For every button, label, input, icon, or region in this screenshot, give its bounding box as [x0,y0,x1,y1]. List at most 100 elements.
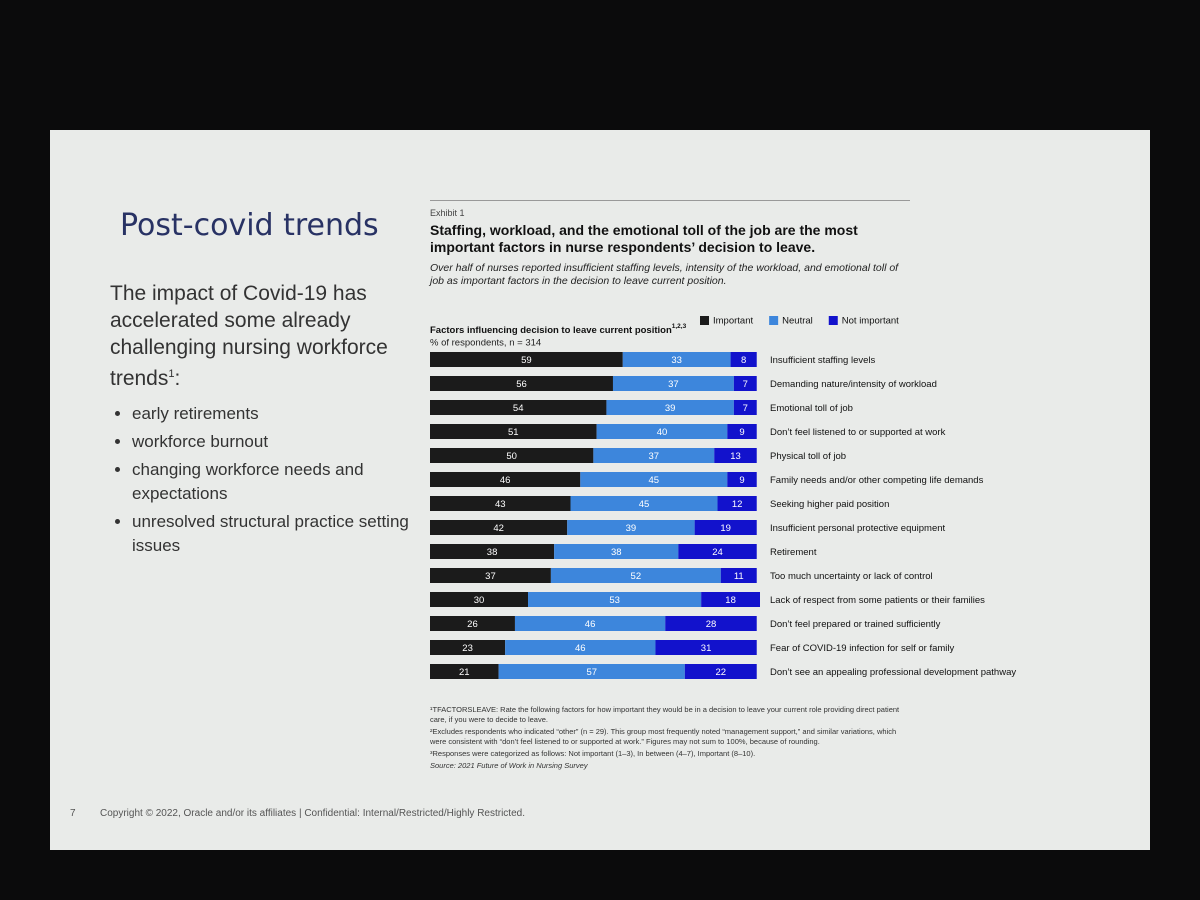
bar-segment [684,664,757,679]
category-label: Lack of respect from some patients or th… [770,595,985,606]
bar-segment [430,616,515,631]
bullet: unresolved structural practice setting i… [132,510,432,558]
footer: Copyright © 2022, Oracle and/or its affi… [100,808,525,819]
bar-segment [430,472,581,487]
category-label: Don’t feel listened to or supported at w… [770,427,946,438]
value-label: 9 [739,475,744,486]
bar-segment [665,616,757,631]
bar-segment [730,352,757,367]
bar-segment [430,664,499,679]
divider [430,200,910,201]
category-label: Retirement [770,547,817,558]
intro: The impact of Covid-19 has accelerated s… [110,280,390,392]
legend-swatch [700,316,709,325]
category-label: Fear of COVID-19 infection for self or f… [770,643,955,654]
bar-segment [622,352,731,367]
bar-segment [430,448,594,463]
category-label: Insufficient personal protective equipme… [770,523,946,534]
category-label: Emotional toll of job [770,403,853,414]
bar-segment [430,520,568,535]
footnote: ³Responses were categorized as follows: … [430,749,756,758]
bar-segment [593,448,715,463]
value-label: 39 [665,403,676,414]
category-label: Too much uncertainty or lack of control [770,571,933,582]
source: Source: 2021 Future of Work in Nursing S… [430,761,588,770]
bar-segment [727,472,757,487]
footnotes: ¹TFACTORSLEAVE: Rate the following facto… [430,705,910,773]
category-label: Demanding nature/intensity of workload [770,379,937,390]
category-label: Seeking higher paid position [770,499,889,510]
bar-segment [550,568,721,583]
bar-segment [570,496,718,511]
slide: Post-covid trends The impact of Covid-19… [50,130,1150,850]
value-label: 46 [585,619,596,630]
value-label: 13 [730,451,741,462]
category-label: Don’t feel prepared or trained sufficien… [770,619,941,630]
bar-segment [701,592,760,607]
value-label: 7 [743,379,748,390]
value-label: 37 [485,571,496,582]
value-label: 46 [575,643,586,654]
value-label: 37 [649,451,660,462]
value-label: 50 [506,451,517,462]
bar-segment [717,496,757,511]
value-label: 28 [706,619,717,630]
value-label: 42 [493,523,504,534]
chart-subtitle: Over half of nurses reported insufficien… [430,262,899,287]
value-label: 52 [631,571,642,582]
value-label: 59 [521,355,532,366]
bar-segment [430,496,571,511]
legend-label: Not important [842,316,899,327]
bar-segment [678,544,757,559]
bar-segment [567,520,695,535]
bar-segment [430,376,613,391]
value-label: 56 [516,379,527,390]
category-label: Family needs and/or other competing life… [770,475,984,486]
value-label: 30 [474,595,485,606]
bar-segment [596,424,728,439]
value-label: 26 [467,619,478,630]
bar-segment [505,640,656,655]
bar-segment [694,520,757,535]
value-label: 45 [639,499,650,510]
value-label: 38 [611,547,622,558]
legend-label: Important [713,316,753,327]
bar-segment [528,592,702,607]
bullet: workforce burnout [132,430,432,454]
value-label: 39 [626,523,637,534]
bar-segment [430,592,529,607]
value-label: 43 [495,499,506,510]
bar-segment [430,424,597,439]
value-label: 33 [671,355,682,366]
chart-label-text: Factors influencing decision to leave cu… [430,325,672,336]
bar-segment [580,472,728,487]
bar-segment [733,400,757,415]
category-label: Physical toll of job [770,451,846,462]
bar-segment [727,424,757,439]
bar-segment [612,376,734,391]
value-label: 51 [508,427,519,438]
chart-title: Staffing, workload, and the emotional to… [430,222,858,255]
chart: Factors influencing decision to leave cu… [430,316,1016,679]
chart-label: Factors influencing decision to leave cu… [430,323,687,336]
value-label: 19 [720,523,731,534]
category-label: Insufficient staffing levels [770,355,876,366]
value-label: 24 [712,547,723,558]
value-label: 40 [657,427,668,438]
category-label: Don’t see an appealing professional deve… [770,667,1016,678]
value-label: 45 [649,475,660,486]
value-label: 23 [462,643,473,654]
bar-segment [733,376,757,391]
units-label: % of respondents, n = 314 [430,338,541,349]
value-label: 18 [725,595,736,606]
value-label: 54 [513,403,524,414]
bar-segment [498,664,685,679]
value-label: 22 [716,667,727,678]
bar-segment [430,640,506,655]
value-label: 37 [668,379,679,390]
bar-segment [720,568,757,583]
bullet: early retirements [132,402,432,426]
legend-label: Neutral [782,316,813,327]
value-label: 9 [739,427,744,438]
